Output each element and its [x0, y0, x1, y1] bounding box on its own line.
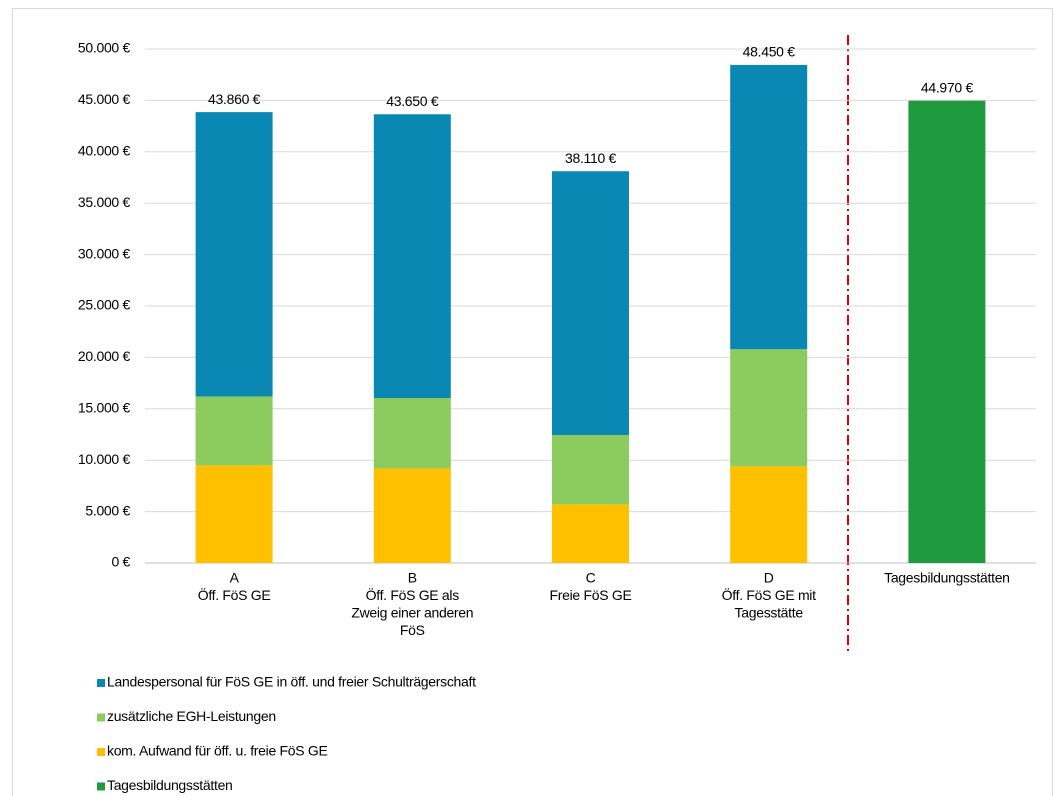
bar-segment [373, 114, 451, 399]
x-tick-label: B [408, 570, 417, 586]
bar-segment [730, 466, 808, 563]
bar-segment [195, 396, 273, 466]
y-tick-label: 35.000 € [78, 194, 131, 210]
x-tick-label: Freie FöS GE [550, 587, 632, 603]
x-tick-label: Tagesstätte [735, 605, 804, 621]
legend-label: kom. Aufwand für öff. u. freie FöS GE [107, 743, 328, 759]
total-label: 38.110 € [565, 150, 617, 166]
y-tick-label: 15.000 € [78, 400, 131, 416]
total-label: 44.970 € [921, 79, 974, 95]
legend-label: Landespersonal für FöS GE in öff. und fr… [107, 674, 476, 690]
x-tick-label: FöS [400, 622, 425, 638]
x-tick-label: Tagesbildungsstätten [884, 570, 1010, 586]
legend-swatch [97, 748, 105, 756]
x-tick-label: Öff. FöS GE als [366, 586, 460, 603]
bar-segment [195, 465, 273, 563]
total-label: 43.860 € [208, 91, 261, 107]
x-tick-label: D [764, 570, 774, 586]
chart-border [12, 8, 1053, 796]
x-tick-label: C [586, 570, 596, 586]
y-tick-label: 5.000 € [85, 502, 130, 518]
bar-segment [195, 112, 273, 397]
y-tick-label: 45.000 € [78, 91, 131, 107]
y-tick-label: 25.000 € [78, 297, 131, 313]
legend-label: zusätzliche EGH-Leistungen [107, 708, 276, 724]
bar-segment [373, 398, 451, 469]
bar-segment [730, 349, 808, 467]
x-tick-label: A [230, 570, 240, 586]
y-tick-label: 50.000 € [78, 40, 131, 56]
bar-segment [908, 100, 986, 563]
total-label: 43.650 € [386, 93, 439, 109]
x-tick-label: Zweig einer anderen [351, 605, 473, 621]
bar-segment [552, 171, 629, 436]
bar-segment [373, 468, 451, 563]
y-tick-label: 30.000 € [78, 245, 131, 261]
legend-swatch [97, 679, 105, 687]
y-tick-label: 10.000 € [78, 451, 131, 467]
y-tick-label: 0 € [111, 554, 130, 570]
legend-label: Tagesbildungsstätten [107, 777, 233, 793]
bar-segment [552, 435, 629, 505]
legend-swatch [97, 782, 105, 791]
y-tick-label: 20.000 € [78, 348, 131, 364]
bar-segment [730, 64, 808, 350]
total-label: 48.450 € [743, 44, 796, 60]
x-tick-label: Öff. FöS GE [198, 586, 271, 603]
x-tick-label: Öff. FöS GE mit [722, 586, 816, 603]
y-tick-label: 40.000 € [78, 143, 131, 159]
bar-segment [552, 504, 629, 563]
legend-swatch [97, 713, 105, 722]
